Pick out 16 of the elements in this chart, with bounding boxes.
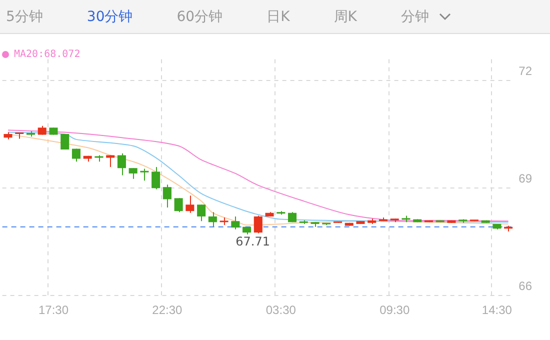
y-tick-label: 66 xyxy=(518,278,532,293)
x-tick-label: 14:30 xyxy=(482,303,512,318)
y-tick-label: 69 xyxy=(518,171,532,186)
y-tick-label: 72 xyxy=(518,64,532,78)
x-tick-label: 09:30 xyxy=(380,303,410,318)
text: 60分钟 xyxy=(176,8,223,26)
x-tick-label: 03:30 xyxy=(266,303,296,318)
legend-label: MA20:68.072 xyxy=(14,49,80,60)
text: 日K xyxy=(266,8,290,26)
text: 5分钟 xyxy=(6,8,43,26)
x-tick-label: 17:30 xyxy=(38,303,69,318)
text: 周K xyxy=(334,8,357,26)
text: 分钟 xyxy=(400,8,429,26)
annotation: 67.71 xyxy=(236,234,270,248)
text: 30分钟 xyxy=(86,8,133,26)
x-tick-label: 22:30 xyxy=(152,303,183,318)
